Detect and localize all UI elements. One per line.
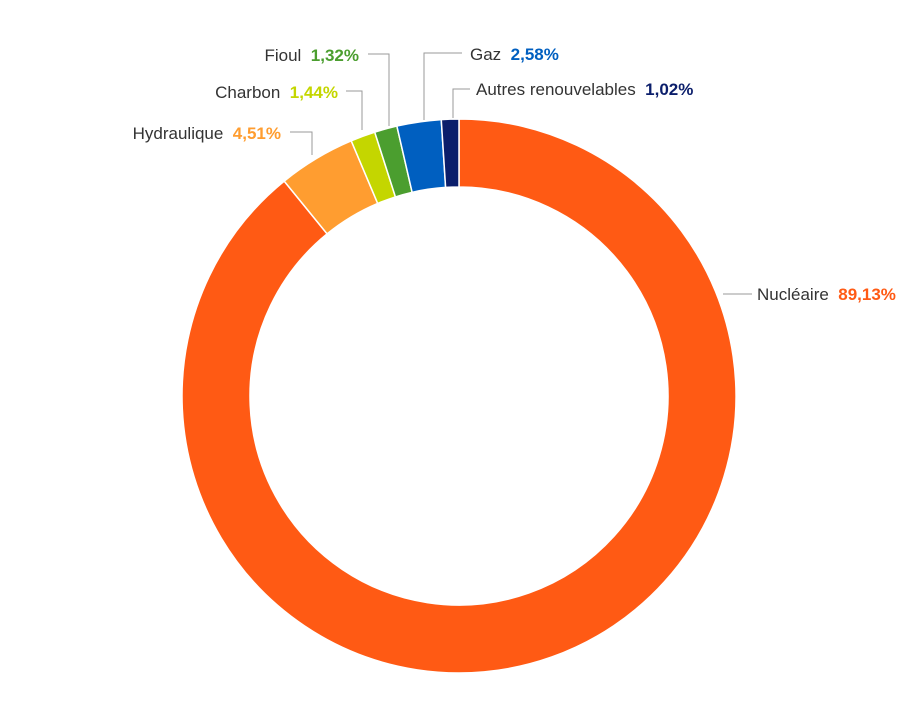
label-charbon: Charbon 1,44%: [215, 83, 338, 102]
leader-line-charbon: [346, 90, 363, 130]
leader-line-gaz: [423, 52, 462, 120]
label-autres: Autres renouvelables 1,02%: [476, 80, 693, 99]
label-nucleaire-value: 89,13%: [838, 285, 896, 304]
slice-autres-renouvelables: [440, 118, 460, 189]
label-hydraulique-name: Hydraulique: [133, 124, 224, 143]
slices-group: [181, 118, 737, 674]
leader-line-fioul: [368, 53, 390, 126]
label-autres-value: 1,02%: [645, 80, 693, 99]
leader-lines-group: [290, 52, 752, 295]
label-nucleaire: Nucléaire 89,13%: [757, 285, 896, 304]
label-fioul: Fioul 1,32%: [264, 46, 359, 65]
label-autres-name: Autres renouvelables: [476, 80, 636, 99]
label-fioul-name: Fioul: [264, 46, 301, 65]
slice-nucleaire: [181, 118, 737, 674]
label-charbon-value: 1,44%: [290, 83, 338, 102]
labels-group: Nucléaire 89,13% Hydraulique 4,51% Charb…: [133, 45, 896, 304]
label-hydraulique: Hydraulique 4,51%: [133, 124, 281, 143]
leader-line-hydraulique: [290, 131, 313, 155]
label-hydraulique-value: 4,51%: [233, 124, 281, 143]
label-charbon-name: Charbon: [215, 83, 280, 102]
leader-line-autres: [452, 88, 470, 118]
label-fioul-value: 1,32%: [311, 46, 359, 65]
label-nucleaire-name: Nucléaire: [757, 285, 829, 304]
label-gaz-name: Gaz: [470, 45, 501, 64]
label-gaz: Gaz 2,58%: [470, 45, 559, 64]
label-gaz-value: 2,58%: [511, 45, 559, 64]
